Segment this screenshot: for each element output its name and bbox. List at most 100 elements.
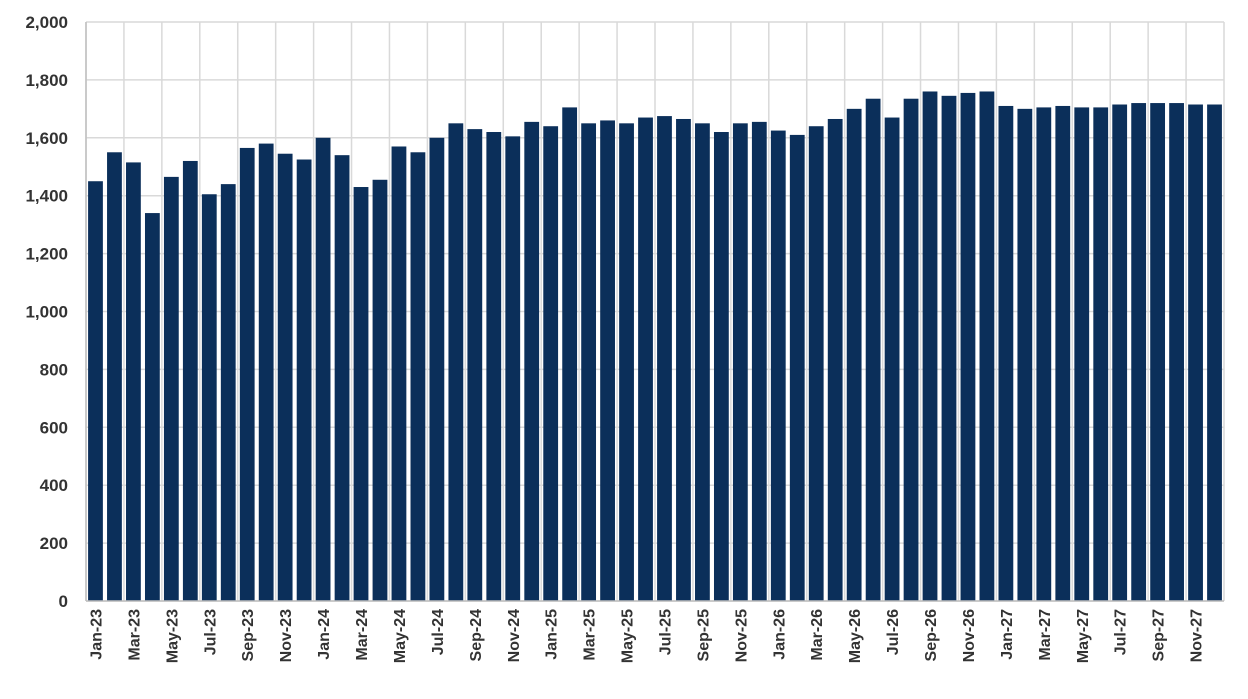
bar [258,143,274,601]
bar [220,184,236,601]
bar [334,155,350,602]
bar [1017,108,1033,601]
bar [827,118,843,602]
x-tick-label: Jan-24 [316,609,333,660]
bar [789,134,805,601]
y-tick-label: 400 [40,476,68,495]
x-tick-label: Mar-26 [809,609,826,661]
bar [410,152,426,601]
bar [353,187,369,601]
bar [277,153,293,601]
bar [1188,104,1203,601]
y-tick-label: 1,200 [25,245,68,264]
bar [239,147,255,601]
y-tick-label: 800 [40,360,68,379]
bar [1131,103,1147,601]
bar [922,91,938,601]
x-tick-label: Sep-25 [695,609,712,662]
bar [865,98,881,601]
bar [505,136,521,602]
bar [448,123,464,601]
x-tick-label: Jul-24 [430,609,447,655]
bar [88,181,103,601]
x-tick-label: Nov-25 [733,609,750,662]
x-tick-label: Nov-24 [506,609,523,662]
x-tick-label: Sep-26 [923,609,940,662]
bar [1055,105,1071,601]
x-tick-label: May-24 [392,609,409,663]
bar [808,126,824,601]
bar [486,132,502,601]
x-tick-label: Sep-27 [1151,609,1168,662]
x-tick-label: May-23 [164,609,181,663]
bar [429,137,445,602]
bar [1150,103,1166,601]
bar [998,105,1014,601]
bar [126,162,141,601]
bar [619,123,634,601]
x-tick-label: Sep-23 [240,609,257,662]
x-tick-label: Mar-24 [354,609,371,661]
bar [1207,104,1222,601]
bar [1112,104,1128,601]
bar [1036,107,1052,601]
bars [88,91,1222,602]
x-tick-label: Nov-26 [961,609,978,662]
x-tick-label: Jan-27 [999,609,1016,660]
bar [182,160,198,601]
bar [676,118,691,602]
x-tick-label: Mar-23 [126,609,143,661]
x-tick-label: Jan-25 [544,609,561,660]
bar [751,121,767,601]
bar [562,107,578,601]
bar [1093,107,1109,601]
x-tick-label: Jul-25 [657,609,674,655]
bar [372,179,388,601]
x-tick-label: Jul-27 [1113,609,1130,655]
x-tick-label: Nov-27 [1189,609,1206,662]
bar [695,123,710,601]
x-tick-label: Jan-23 [88,609,105,660]
x-tick-label: May-27 [1075,609,1092,663]
bar [732,123,748,601]
x-tick-label: Jul-23 [202,609,219,655]
bar [543,126,559,601]
bar [524,121,540,601]
bar [391,146,407,602]
x-tick-label: Jul-26 [885,609,902,655]
x-tick-label: Mar-27 [1037,609,1054,661]
bar [979,91,995,601]
bar [903,98,919,601]
bar [201,194,217,601]
bar [600,120,615,602]
bar [1169,103,1184,601]
axes [85,22,1224,602]
bar [296,159,312,601]
y-tick-label: 2,000 [25,13,68,32]
bar [941,95,957,601]
bar [163,176,179,601]
bar [144,213,160,601]
bar [657,116,672,602]
y-tick-label: 1,600 [25,129,68,148]
bar [1074,107,1090,601]
bar [467,129,483,602]
bar [315,137,331,602]
x-tick-label: Nov-23 [278,609,295,662]
bar [581,123,597,601]
bar [713,132,729,601]
x-tick-label: Sep-24 [468,609,485,662]
bar [960,92,976,602]
x-tick-label: Jan-26 [771,609,788,660]
bar [884,117,900,601]
bar [770,130,786,601]
y-tick-label: 0 [59,592,68,611]
bar [107,152,122,601]
y-tick-label: 1,800 [25,71,68,90]
x-tick-label: May-25 [620,609,637,663]
x-tick-labels: Jan-23 Mar-23 May-23 Jul-23 Sep-23 Nov-23 Jan-… [88,609,1205,663]
x-tick-label: May-26 [847,609,864,663]
y-tick-label: 1,000 [25,303,68,322]
y-tick-label: 600 [40,418,68,437]
